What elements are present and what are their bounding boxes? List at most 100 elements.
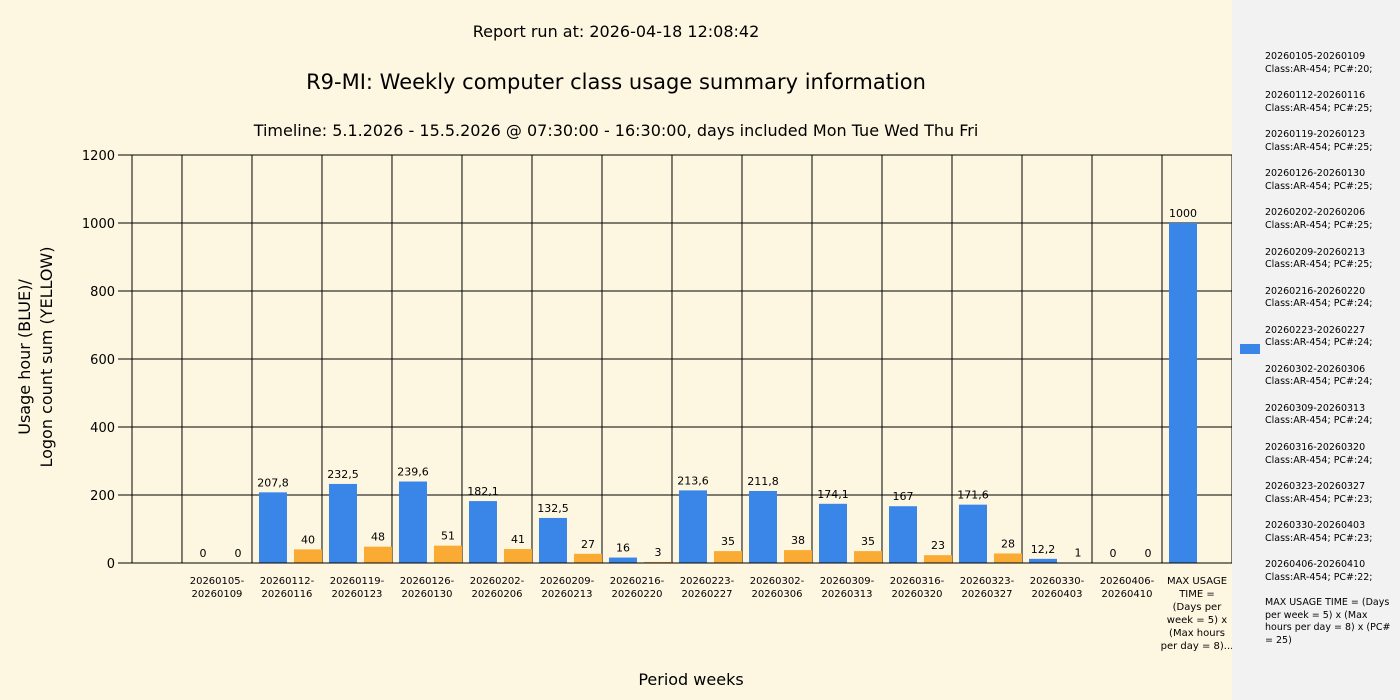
- legend-entry-period: 20260330-20260403: [1265, 520, 1366, 532]
- data-label: 1000: [1169, 207, 1197, 220]
- y-tick-label: 200: [90, 489, 115, 504]
- bar-usage-hours: [468, 501, 497, 563]
- legend-entry-class-info: Class:AR-454; PC#:25;: [1265, 219, 1373, 231]
- chart-subtitle-timeline: Timeline: 5.1.2026 - 15.5.2026 @ 07:30:0…: [253, 121, 979, 140]
- x-tick-label: 20260223- 20260227: [680, 576, 735, 600]
- bar-logon-count: [783, 550, 812, 563]
- data-label: 23: [931, 539, 945, 552]
- x-tick-label-line: TIME =: [1178, 589, 1215, 600]
- bar-usage-hours: [1028, 558, 1057, 563]
- x-tick-label-line: week = 5) x: [1167, 615, 1227, 626]
- bar-usage-hours: [888, 506, 917, 563]
- data-label: 27: [581, 538, 595, 551]
- legend-entry-class-info: Class:AR-454; PC#:25;: [1265, 259, 1373, 270]
- data-label: 239,6: [397, 466, 429, 479]
- data-label: 207,8: [257, 476, 289, 489]
- legend-entry: 20260316-20260320 Class:AR-454; PC#:24;: [1265, 442, 1373, 467]
- legend-entry-period: 20260216-20260220: [1265, 285, 1366, 297]
- x-tick-label-line: 20260119-: [330, 576, 385, 587]
- bar-usage-hours: [678, 490, 707, 563]
- legend-entry-class-info: Class:AR-454; PC#:24;: [1265, 415, 1373, 427]
- legend-max-usage-note: MAX USAGE TIME = (Days per week = 5) x (…: [1265, 597, 1391, 646]
- legend-entry-period: 20260309-20260313: [1265, 402, 1366, 414]
- legend-entry: 20260216-20260220 Class:AR-454; PC#:24;: [1265, 286, 1373, 311]
- legend-entry-period: 20260112-20260116: [1265, 90, 1366, 102]
- legend-entry-period: 20260202-20260206: [1265, 207, 1366, 219]
- data-label: 51: [441, 530, 455, 543]
- bar-logon-count: [503, 549, 532, 563]
- y-tick-label: 600: [90, 353, 115, 368]
- x-tick-label-line: 20260109: [192, 589, 243, 600]
- x-tick-label-line: per day = 8)...: [1161, 641, 1232, 652]
- data-label: 38: [791, 534, 805, 547]
- data-label: 174,1: [817, 488, 849, 501]
- legend-entry-period: 20260302-20260306: [1265, 363, 1366, 375]
- data-label: 28: [1001, 537, 1015, 550]
- data-label: 40: [301, 533, 315, 546]
- x-tick-label-line: 20260323-: [960, 576, 1015, 587]
- legend-entry: 20260209-20260213 Class:AR-454; PC#:25;: [1265, 247, 1373, 272]
- legend-entry-period: 20260316-20260320: [1265, 442, 1366, 453]
- x-tick-label-line: MAX USAGE: [1167, 576, 1227, 587]
- chart-area: Report run at: 2026-04-18 12:08:42 R9-MI…: [15, 22, 979, 689]
- bar-usage-hours: [258, 492, 287, 563]
- bar-usage-hours: [748, 490, 777, 563]
- bar-usage-hours: [958, 504, 987, 563]
- y-tick-label: 800: [90, 285, 115, 300]
- legend-entry: 20260323-20260327 Class:AR-454; PC#:23;: [1265, 481, 1373, 506]
- data-label: 232,5: [327, 468, 359, 481]
- data-label: 171,6: [957, 489, 989, 502]
- legend-entry-period: 20260126-20260130: [1265, 168, 1366, 180]
- x-tick-label: 20260209- 20260213: [540, 576, 595, 600]
- x-tick-label-line: 20260209-: [540, 576, 595, 587]
- legend-entry-class-info: Class:AR-454; PC#:25;: [1265, 102, 1373, 114]
- x-tick-label-line: 20260112-: [260, 576, 315, 587]
- data-label: 213,6: [677, 474, 709, 487]
- data-label: 0: [1144, 547, 1151, 560]
- x-tick-label: 20260216- 20260220: [610, 576, 665, 600]
- x-tick-label-line: 20260330-: [1030, 576, 1085, 587]
- x-tick-label-line: 20260216-: [610, 576, 665, 587]
- x-tick-label: 20260119- 20260123: [330, 576, 385, 600]
- data-label: 132,5: [537, 502, 569, 515]
- x-tick-label-line: 20260202-: [470, 576, 525, 587]
- bar-logon-count: [853, 551, 882, 563]
- data-label: 3: [654, 546, 661, 559]
- x-tick-label: MAX USAGE TIME = (Days per week = 5) x (Max …: [1161, 576, 1232, 652]
- x-tick-label-line: 20260213: [542, 589, 593, 600]
- chart-title: R9-MI: Weekly computer class usage summa…: [306, 70, 926, 94]
- legend-entry-class-info: Class:AR-454; PC#:24;: [1265, 337, 1373, 349]
- bar-usage-hours: [818, 503, 847, 563]
- x-tick-label: 20260309- 20260313: [820, 576, 875, 600]
- x-tick-label-line: (Max hours: [1169, 628, 1225, 639]
- legend-entry: 20260112-20260116 Class:AR-454; PC#:25;: [1265, 90, 1373, 115]
- x-tick-label-line: 20260105-: [190, 576, 245, 587]
- bar-logon-count: [643, 561, 672, 563]
- legend-entry: 20260105-20260109 Class:AR-454; PC#:20;: [1265, 51, 1373, 76]
- x-tick-label-line: (Days per: [1173, 602, 1223, 613]
- legend-entry-class-info: Class:AR-454; PC#:23;: [1265, 532, 1373, 544]
- data-label: 0: [1109, 547, 1116, 560]
- report-run-timestamp: Report run at: 2026-04-18 12:08:42: [472, 22, 760, 41]
- x-tick-label-line: 20260126-: [400, 576, 455, 587]
- x-tick-label-line: 20260123: [332, 589, 383, 600]
- legend-entry: 20260223-20260227 Class:AR-454; PC#:24;: [1265, 325, 1373, 350]
- data-label: 0: [199, 547, 206, 560]
- legend-panel: [1232, 0, 1400, 700]
- x-tick-label-line: 20260220: [612, 589, 663, 600]
- bar-logon-count: [923, 555, 952, 563]
- x-tick-label: 20260330- 20260403: [1030, 576, 1085, 600]
- data-label: 12,2: [1031, 543, 1056, 556]
- x-tick-label-line: 20260316-: [890, 576, 945, 587]
- x-tick-label-line: 20260320: [892, 589, 943, 600]
- data-label: 211,8: [747, 475, 779, 488]
- bar-usage-hours: [538, 517, 567, 563]
- legend-entry-period: 20260105-20260109: [1265, 51, 1366, 62]
- bar-usage-hours: [1168, 223, 1197, 563]
- x-tick-label-line: 20260223-: [680, 576, 735, 587]
- legend-entry-period: 20260209-20260213: [1265, 246, 1366, 258]
- legend-entry: 20260119-20260123 Class:AR-454; PC#:25;: [1265, 129, 1373, 154]
- x-tick-label-line: 20260306: [752, 589, 803, 600]
- legend-entry-period: 20260406-20260410: [1265, 559, 1366, 571]
